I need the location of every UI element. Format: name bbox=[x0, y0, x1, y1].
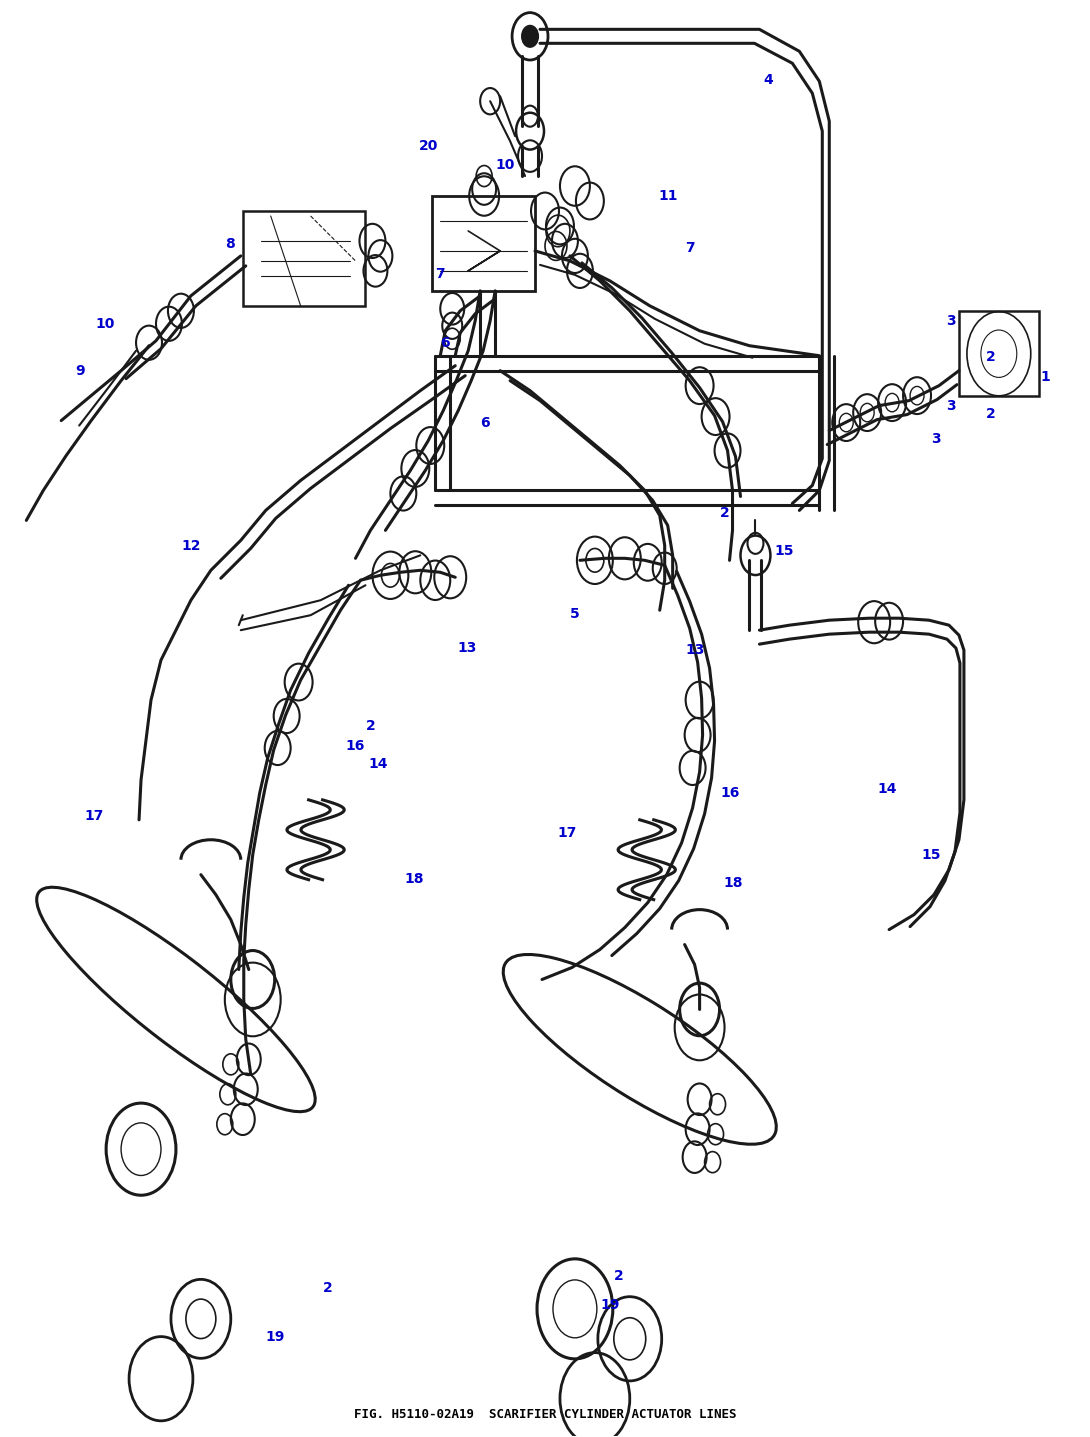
Text: 11: 11 bbox=[658, 190, 678, 204]
Text: 2: 2 bbox=[614, 1269, 623, 1283]
Text: 8: 8 bbox=[225, 237, 234, 251]
Text: 14: 14 bbox=[368, 757, 388, 772]
Text: 13: 13 bbox=[686, 642, 705, 657]
Text: 2: 2 bbox=[366, 718, 376, 733]
Text: 5: 5 bbox=[569, 606, 579, 621]
Text: 14: 14 bbox=[877, 782, 897, 796]
Text: 15: 15 bbox=[774, 543, 794, 558]
Text: 4: 4 bbox=[763, 73, 773, 88]
Text: 7: 7 bbox=[685, 241, 694, 256]
Text: 2: 2 bbox=[719, 506, 729, 520]
Text: 12: 12 bbox=[182, 539, 202, 553]
Text: 6: 6 bbox=[440, 336, 450, 349]
Text: 6: 6 bbox=[481, 417, 490, 430]
Text: FIG. H5110-02A19  SCARIFIER CYLINDER ACTUATOR LINES: FIG. H5110-02A19 SCARIFIER CYLINDER ACTU… bbox=[354, 1408, 736, 1421]
Text: 3: 3 bbox=[946, 399, 955, 412]
Text: 10: 10 bbox=[95, 318, 114, 331]
Text: 16: 16 bbox=[720, 786, 739, 800]
Text: 17: 17 bbox=[84, 809, 104, 823]
Text: 10: 10 bbox=[495, 158, 514, 172]
Text: 2: 2 bbox=[985, 408, 995, 421]
Bar bbox=[959, 310, 1039, 395]
Text: 2: 2 bbox=[985, 351, 995, 364]
Text: 18: 18 bbox=[724, 877, 743, 891]
Text: 3: 3 bbox=[932, 433, 941, 445]
Bar bbox=[243, 211, 365, 306]
Text: 19: 19 bbox=[266, 1329, 286, 1344]
Text: 9: 9 bbox=[75, 365, 85, 378]
Circle shape bbox=[522, 26, 538, 47]
Text: 3: 3 bbox=[946, 315, 955, 328]
Bar bbox=[433, 195, 535, 290]
Text: 19: 19 bbox=[601, 1298, 620, 1312]
Text: 2: 2 bbox=[323, 1280, 332, 1295]
Text: 17: 17 bbox=[557, 826, 577, 841]
Text: 15: 15 bbox=[921, 848, 941, 862]
Text: 7: 7 bbox=[435, 267, 445, 280]
Text: 18: 18 bbox=[404, 872, 424, 887]
Text: 13: 13 bbox=[457, 641, 476, 655]
Text: 1: 1 bbox=[1040, 371, 1050, 384]
Text: 20: 20 bbox=[419, 139, 438, 154]
Text: 16: 16 bbox=[346, 739, 364, 753]
